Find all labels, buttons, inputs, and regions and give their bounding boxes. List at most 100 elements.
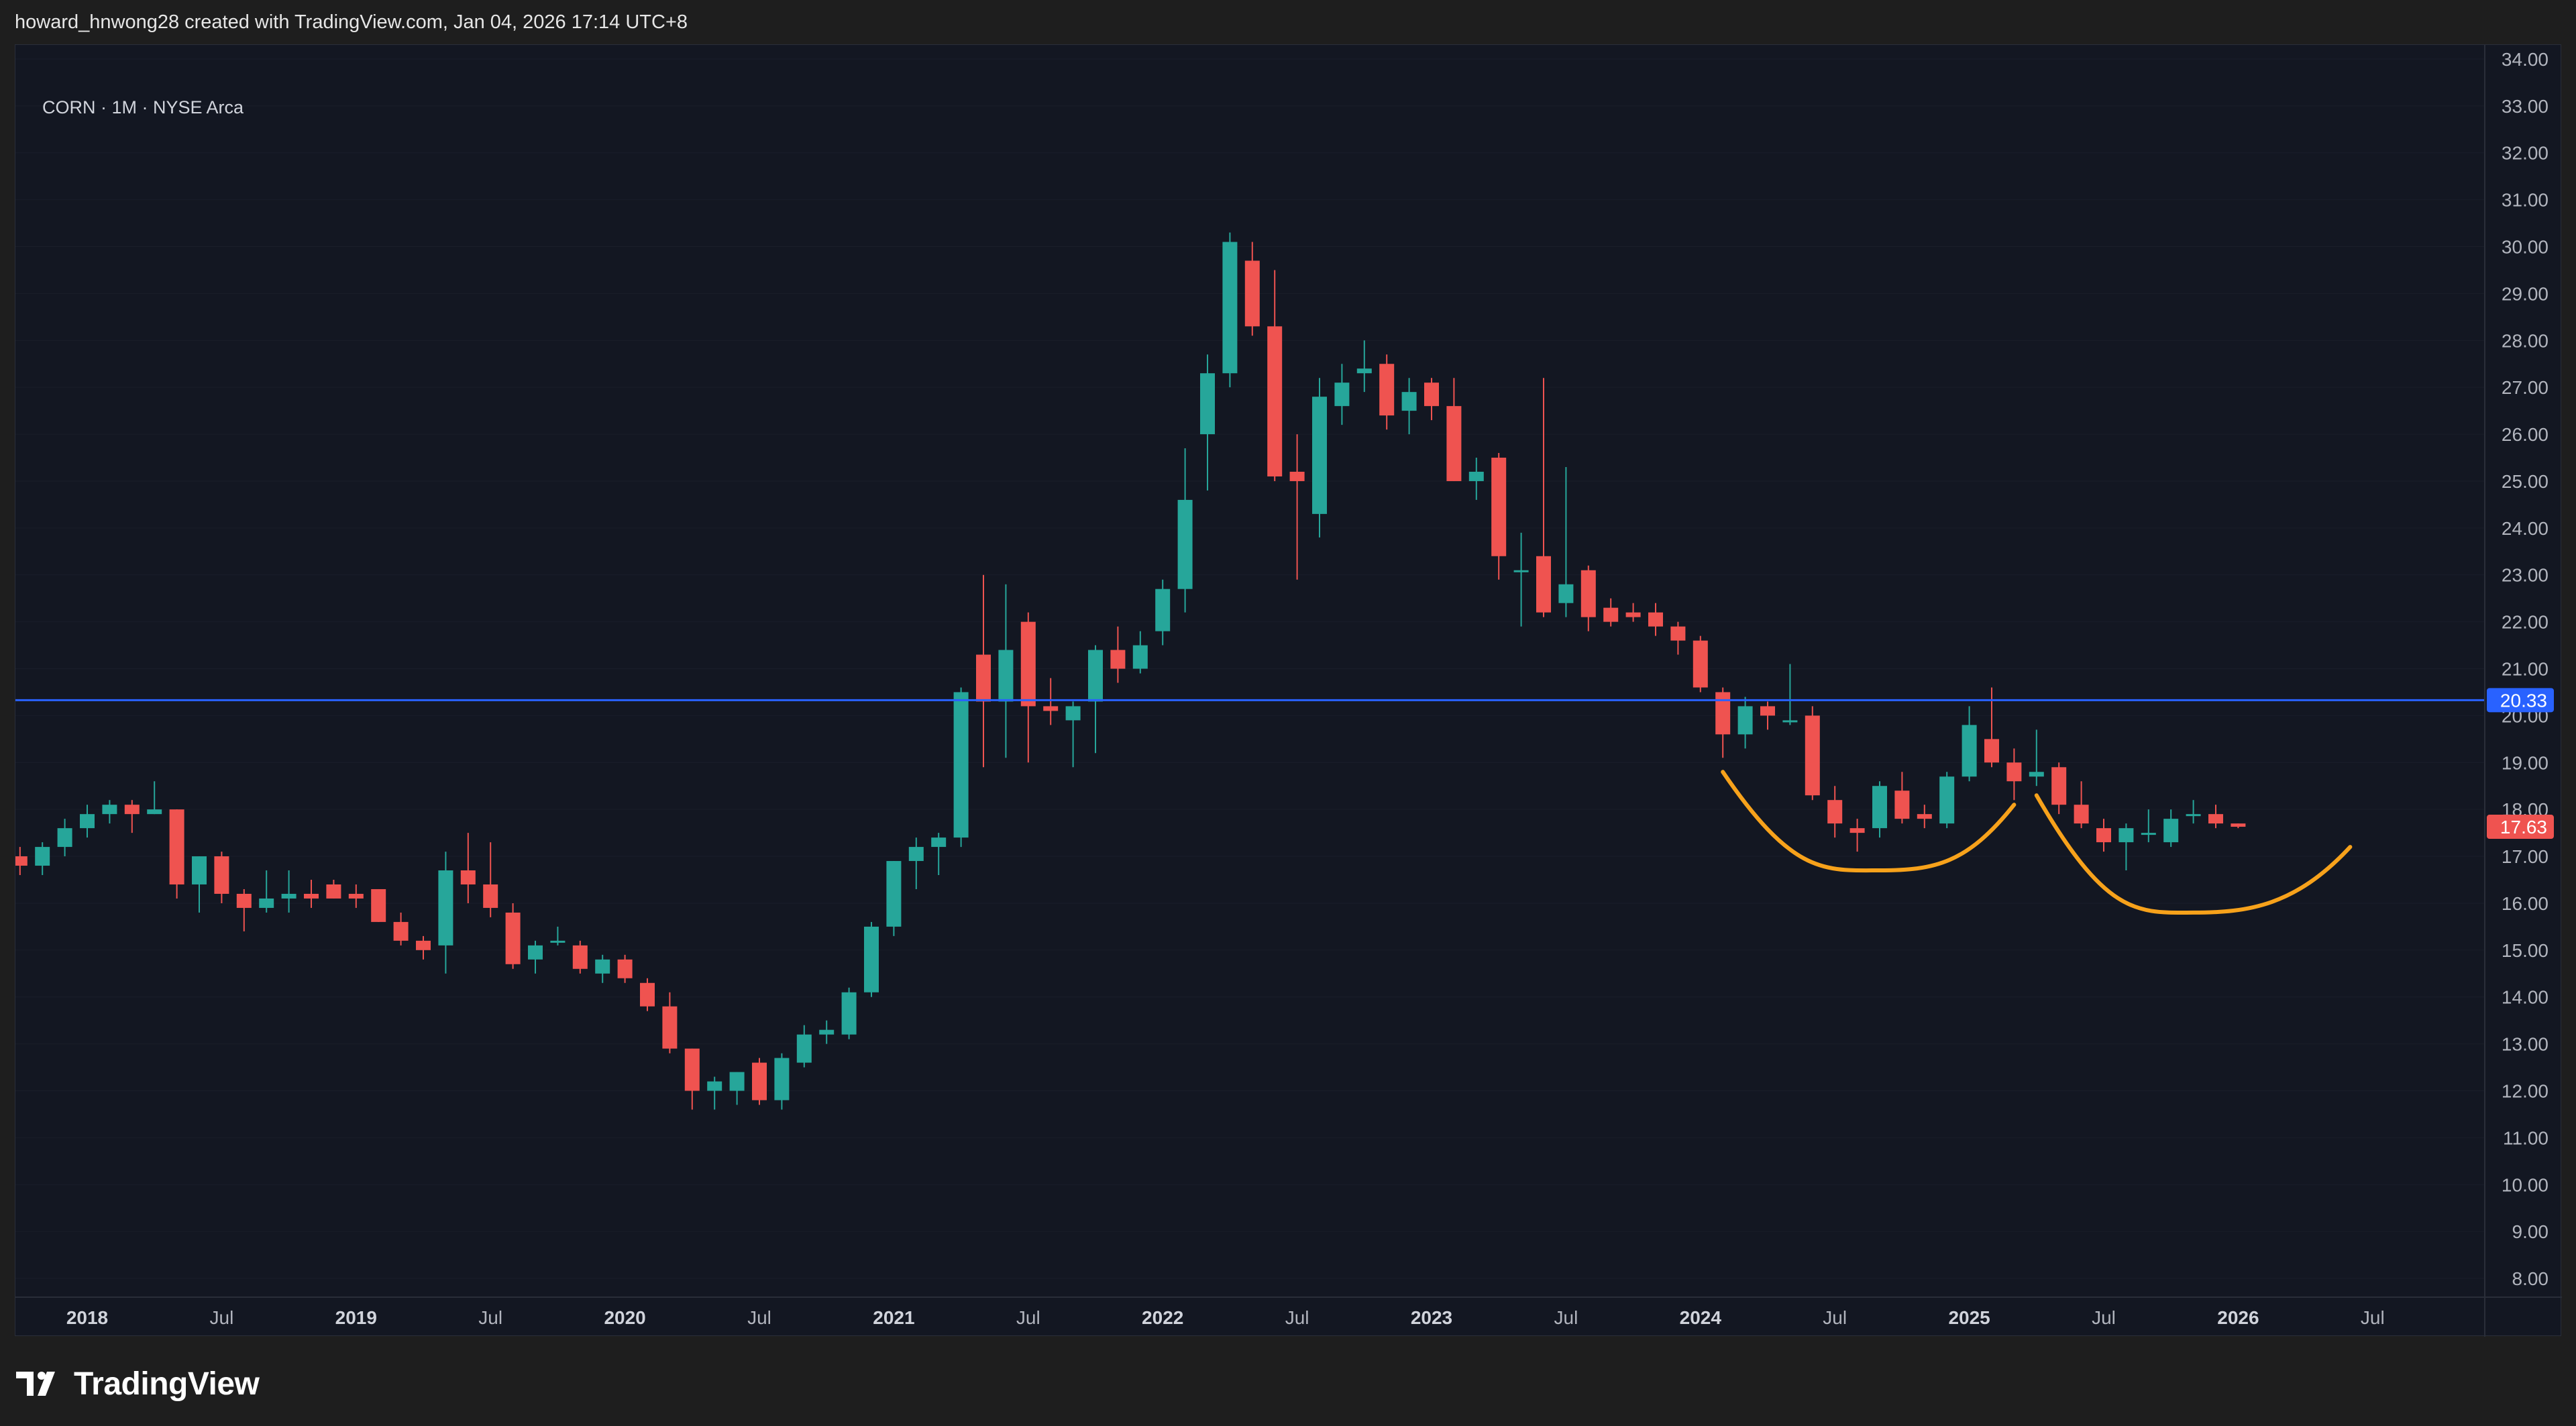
candle [1334,364,1350,425]
candle [326,880,341,899]
candle-body [371,888,386,922]
candle [2074,781,2089,829]
candlestick-chart[interactable]: 8.00 9.00 10.00 11.00 12.00 13.00 14.00 15.00 16… [15,45,2562,1337]
candle [192,856,207,913]
tradingview-brand: TradingView [74,1366,260,1402]
candle [80,805,95,838]
candle-body [864,926,879,992]
candle [617,954,633,983]
candle-body [1468,471,1484,481]
candle-body [1894,791,1910,819]
y-tick-label: 15.00 [2502,940,2548,961]
candle-body [1244,260,1260,327]
candle-body [1849,828,1865,833]
candle [572,940,588,974]
candle-body [1289,471,1305,481]
x-tick-label: 2020 [604,1307,645,1328]
candle [1132,631,1148,674]
y-tick-label: 10.00 [2502,1174,2548,1195]
candle [416,935,431,960]
candle [35,842,50,876]
candle-body [1065,706,1081,721]
candle [393,912,409,946]
candle [124,800,140,833]
candle-body [841,992,857,1035]
candle [1312,378,1327,538]
y-tick-label: 22.00 [2502,612,2548,633]
candle [796,1025,812,1068]
candle [640,978,655,1011]
candle-body [393,921,409,941]
candle [1782,664,1798,725]
x-tick-label: Jul [747,1307,771,1328]
candle-body [1625,612,1641,617]
candle-body [80,814,95,829]
candle [1424,378,1439,421]
x-tick-label: 2018 [66,1307,108,1328]
candle [57,819,72,857]
candle [2118,823,2134,871]
candle-body [528,945,543,960]
x-tick-label: Jul [1823,1307,1847,1328]
x-tick-label: Jul [1016,1307,1040,1328]
candle-body [931,837,947,848]
candle-body [1356,368,1372,374]
symbol-label: CORN · 1M · NYSE Arca [42,97,244,117]
candle-body [953,692,969,838]
candle [931,833,947,876]
candle-body [1984,739,1999,763]
candle-body [2029,772,2044,777]
candle [1805,706,1820,801]
candle-body [1648,612,1663,627]
candle-body [2096,828,2111,843]
candle-body [1670,626,1686,641]
price-labels: 20.33 17.63 [2487,688,2554,839]
candle-body [304,893,319,899]
y-tick-label: 34.00 [2502,49,2548,70]
candle-body [1693,640,1708,688]
candle-body [752,1062,767,1101]
candle-body [1132,645,1148,669]
candle-body [998,650,1014,702]
hline-price-label-bg [2487,688,2554,713]
candle-body [819,1029,835,1035]
x-tick-label: 2023 [1411,1307,1452,1328]
candle [684,1048,700,1110]
candle-body [1603,607,1619,622]
candle-body [169,809,184,884]
candle [1468,458,1484,500]
candle [1020,612,1036,763]
candle [438,852,453,974]
candle [886,861,902,936]
candle [864,921,879,997]
footer-logo: TradingView [16,1364,260,1404]
candle-body [2163,819,2179,843]
candle [1065,701,1081,768]
candle [2141,809,2156,843]
candle-body [259,898,274,908]
candle [460,833,476,903]
candle [1670,621,1686,655]
candle-body [1962,725,1977,777]
candle [1401,378,1417,435]
candle-body [976,654,991,702]
candle-body [1379,364,1395,416]
candle [528,940,543,974]
candle [1222,232,1238,388]
candle [1849,819,1865,852]
candle [259,870,274,913]
y-tick-label: 16.00 [2502,893,2548,914]
candle [1648,603,1663,636]
candle [1513,532,1529,627]
candle [1625,603,1641,622]
candle-body [192,856,207,884]
tradingview-logo-icon [16,1372,55,1396]
candle-body [1043,706,1059,711]
candle [15,847,28,876]
candle-body [1827,800,1843,824]
candle [1446,378,1462,481]
candle-body [908,847,924,862]
chart-frame[interactable]: 8.00 9.00 10.00 11.00 12.00 13.00 14.00 15.00 16… [15,44,2562,1337]
candle [953,687,969,848]
candle-body [57,828,72,848]
